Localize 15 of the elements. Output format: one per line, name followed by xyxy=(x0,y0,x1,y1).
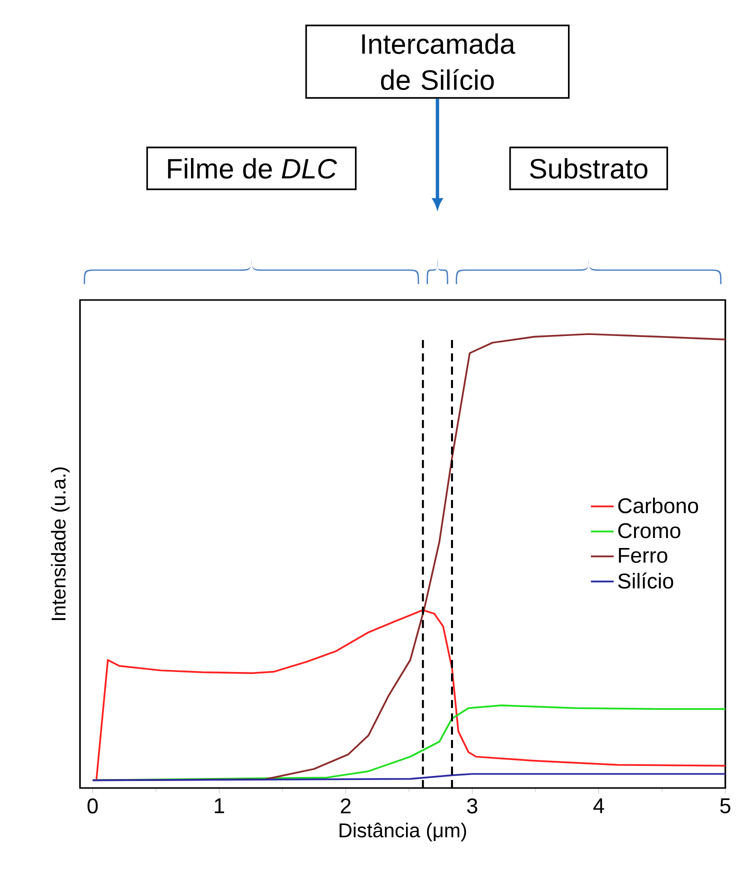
x-tick-label: 3 xyxy=(467,798,478,814)
text: Intercamada de Silício xyxy=(362,33,516,90)
text: Substrato xyxy=(530,158,648,179)
x-axis-title: Distância (μm) xyxy=(340,822,466,842)
legend-label: Silício xyxy=(618,572,674,589)
x-tick-label: 5 xyxy=(720,798,730,814)
legend-label: Ferro xyxy=(618,548,668,563)
legend-label: Carbono xyxy=(618,498,698,514)
text: Filme de DLC xyxy=(168,158,338,179)
x-tick-label: 0 xyxy=(88,798,98,814)
y-axis-title: Intensidade (u.a.) xyxy=(50,467,70,620)
x-tick-label: 1 xyxy=(214,798,224,814)
x-tick-label: 4 xyxy=(593,798,604,814)
x-tick-label: 2 xyxy=(340,798,351,814)
legend-label: Cromo xyxy=(618,523,680,538)
